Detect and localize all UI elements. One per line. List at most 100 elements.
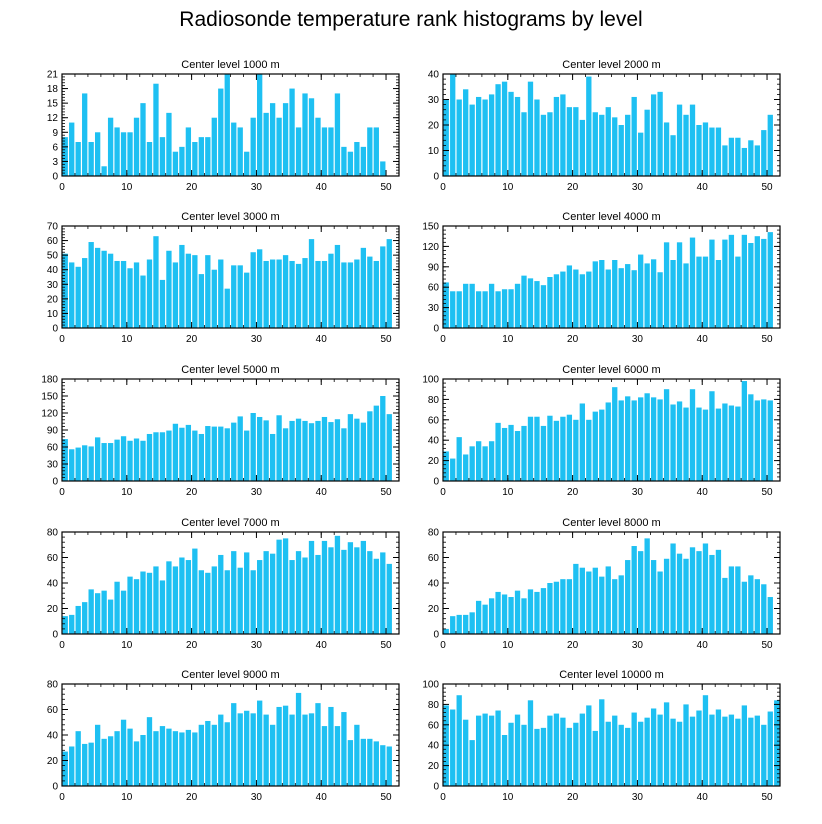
x-tick-label: 40: [697, 334, 709, 345]
histogram-bar: [231, 551, 237, 635]
histogram-bar: [450, 709, 456, 786]
histogram-bar: [644, 109, 650, 176]
histogram-bar: [185, 729, 192, 786]
histogram-bar: [553, 96, 560, 176]
histogram-bar: [612, 260, 618, 328]
panel-title: Center level 8000 m: [562, 517, 660, 529]
histogram-bar: [101, 443, 107, 481]
histogram-bar: [683, 114, 689, 176]
histogram-bar: [127, 576, 133, 635]
histogram-bar: [185, 424, 192, 481]
histogram-bar: [560, 94, 566, 176]
histogram-bar: [715, 408, 722, 481]
histogram-bar: [560, 579, 566, 634]
histogram-bar: [508, 424, 514, 481]
histogram-bar: [463, 283, 469, 328]
histogram-bar: [244, 430, 250, 481]
histogram-bar: [94, 593, 101, 634]
histogram-bar: [75, 731, 81, 786]
histogram-bar: [308, 98, 315, 176]
histogram-bar: [69, 746, 75, 786]
histogram-bar: [670, 135, 676, 176]
histogram-bar: [696, 256, 702, 328]
histogram-bar: [592, 730, 598, 786]
histogram-bar: [172, 423, 179, 481]
histogram-bar: [62, 616, 68, 634]
histogram-bar: [566, 414, 573, 481]
histogram-bar: [101, 250, 107, 328]
y-tick-label: 60: [428, 720, 440, 731]
histogram-bar: [244, 151, 250, 176]
y-tick-label: 20: [47, 756, 59, 767]
histogram-bar: [315, 260, 321, 328]
panel-title: Center level 6000 m: [562, 364, 660, 376]
histogram-bar: [244, 552, 250, 634]
histogram-bar: [702, 695, 709, 786]
histogram-bar: [573, 269, 579, 328]
histogram-bar: [244, 272, 250, 328]
y-tick-label: 30: [47, 280, 59, 291]
histogram-bar: [276, 706, 282, 786]
histogram-bar: [88, 242, 94, 328]
histogram-bar: [540, 114, 547, 176]
histogram-bar: [107, 599, 114, 634]
x-tick-label: 10: [121, 792, 133, 803]
histogram-bar: [354, 142, 360, 176]
histogram-bar: [159, 580, 166, 634]
histogram-bar: [482, 713, 488, 786]
x-tick-label: 50: [761, 487, 773, 498]
histogram-bar: [599, 409, 605, 481]
histogram-bar: [166, 561, 172, 634]
x-tick-label: 30: [632, 487, 644, 498]
histogram-bar: [663, 558, 670, 634]
histogram-bar: [75, 605, 81, 634]
histogram-bar: [715, 709, 722, 786]
histogram-bar: [114, 581, 120, 634]
histogram-bar: [218, 714, 224, 786]
histogram-bar: [269, 103, 276, 176]
histogram-bar: [508, 597, 514, 634]
histogram-bar: [302, 714, 308, 786]
y-tick-label: 0: [52, 782, 58, 793]
histogram-bar: [592, 411, 598, 481]
histogram-bar: [107, 736, 114, 786]
x-tick-label: 10: [502, 640, 514, 651]
histogram-bar: [321, 416, 328, 481]
histogram-bar: [514, 714, 521, 786]
histogram-bar: [696, 710, 702, 786]
histogram-bar: [380, 396, 386, 481]
histogram-bar: [172, 151, 179, 176]
histogram-bar: [579, 567, 585, 634]
histogram-bar: [179, 244, 185, 328]
histogram-bar: [715, 127, 722, 176]
histogram-bar: [586, 571, 592, 634]
histogram-bar: [263, 551, 269, 635]
histogram-bar: [774, 700, 780, 786]
histogram-bar: [638, 132, 644, 176]
histogram-bar: [360, 540, 367, 634]
y-tick-label: 30: [428, 303, 440, 314]
x-tick-label: 20: [567, 182, 579, 193]
histogram-bar: [347, 151, 354, 176]
y-tick-label: 60: [47, 236, 59, 247]
histogram-bar: [198, 570, 204, 634]
histogram-bar: [140, 440, 146, 481]
histogram-bar: [127, 132, 133, 176]
x-tick-label: 0: [59, 182, 65, 193]
histogram-bar: [289, 560, 295, 634]
histogram-bar: [553, 420, 560, 481]
y-tick-label: 60: [428, 283, 440, 294]
histogram-bar: [140, 103, 146, 176]
histogram-bar: [101, 590, 107, 634]
histogram-bar: [463, 614, 469, 635]
histogram-bar: [205, 426, 211, 481]
y-tick-label: 60: [47, 443, 59, 454]
histogram-bar: [185, 127, 192, 176]
y-tick-label: 20: [47, 294, 59, 305]
histogram-bar: [179, 732, 185, 786]
histogram-bar: [540, 425, 547, 481]
y-tick-label: 150: [422, 222, 439, 233]
histogram-bar: [179, 557, 185, 634]
histogram-bar: [748, 243, 754, 328]
histogram-bar: [469, 283, 475, 328]
